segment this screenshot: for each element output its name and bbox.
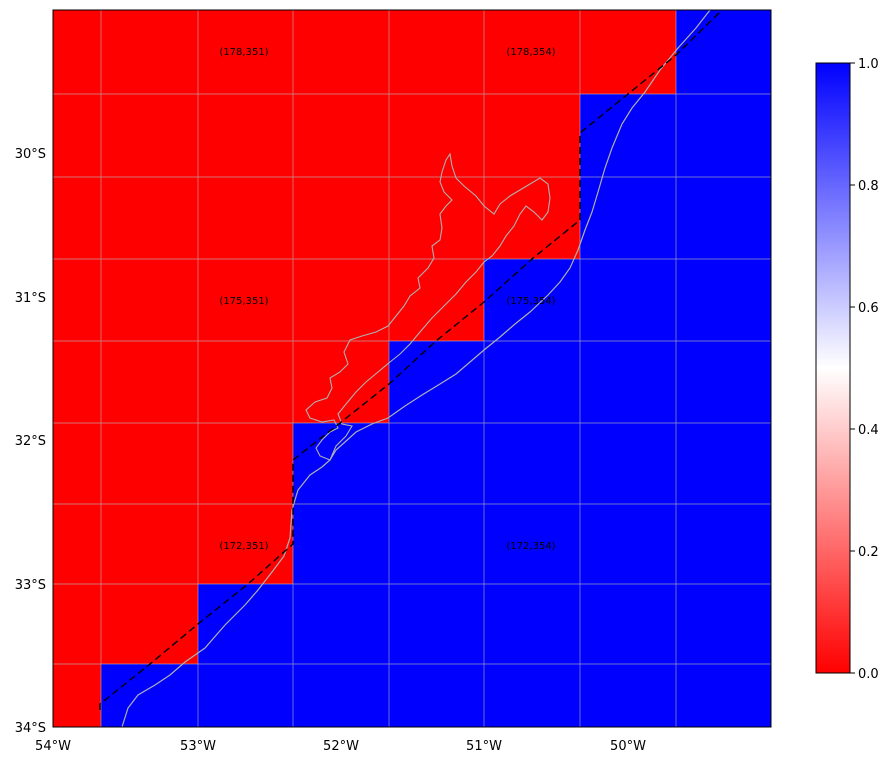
colorbar-tick-label: 0.2 bbox=[858, 545, 879, 560]
x-tick-label: 54°W bbox=[35, 739, 71, 754]
y-tick-label: 31°S bbox=[15, 291, 46, 306]
lagoon-outline bbox=[305, 152, 551, 461]
cell-label: (178,354) bbox=[506, 47, 555, 58]
x-axis-ticks: 54°W 53°W 52°W 51°W 50°W bbox=[35, 739, 646, 754]
grid-lines bbox=[53, 10, 771, 727]
cell-label: (175,351) bbox=[219, 296, 268, 307]
map-panel: (178,351) (178,354) (175,351) (175,354) … bbox=[52, 9, 772, 728]
colorbar-gradient bbox=[815, 62, 851, 674]
x-tick-label: 53°W bbox=[180, 739, 216, 754]
colorbar: 0.0 0.2 0.4 0.6 0.8 1.0 bbox=[815, 57, 879, 682]
cell-label: (175,354) bbox=[506, 296, 555, 307]
coastline bbox=[121, 9, 711, 728]
x-tick-label: 52°W bbox=[323, 739, 359, 754]
x-tick-label: 50°W bbox=[610, 739, 646, 754]
colorbar-tick-label: 0.0 bbox=[858, 667, 879, 682]
y-tick-label: 30°S bbox=[15, 147, 46, 162]
y-tick-label: 34°S bbox=[15, 721, 46, 736]
y-tick-label: 32°S bbox=[15, 434, 46, 449]
map-frame bbox=[52, 9, 772, 728]
cell-label: (172,354) bbox=[506, 541, 555, 552]
y-axis-ticks: 30°S 31°S 32°S 33°S 34°S bbox=[15, 147, 46, 736]
cell-label: (178,351) bbox=[219, 47, 268, 58]
colorbar-tick-label: 1.0 bbox=[858, 57, 879, 72]
y-tick-label: 33°S bbox=[15, 578, 46, 593]
domain-boundary-dashed bbox=[99, 9, 723, 710]
colorbar-tick-label: 0.4 bbox=[858, 423, 879, 438]
cell-label: (172,351) bbox=[219, 541, 268, 552]
colorbar-tick-label: 0.8 bbox=[858, 179, 879, 194]
colorbar-tick-label: 0.6 bbox=[858, 301, 879, 316]
x-tick-label: 51°W bbox=[466, 739, 502, 754]
